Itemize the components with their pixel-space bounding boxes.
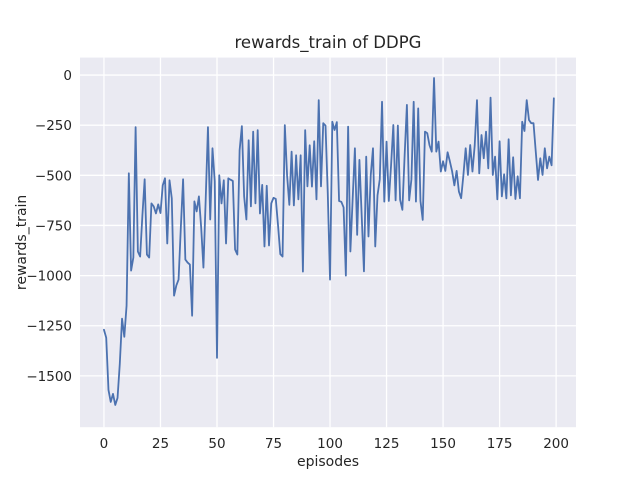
x-tick-label: 200 [543, 436, 569, 452]
y-tick-label: −1250 [26, 319, 72, 335]
x-axis-label: episodes [297, 454, 359, 470]
y-tick-label: −1500 [26, 369, 72, 385]
x-tick-label: 175 [487, 436, 513, 452]
y-tick-labels: 0 −250 −500 −750 −1000 −1250 −1500 [26, 68, 72, 385]
chart-title: rewards_train of DDPG [235, 33, 422, 53]
y-tick-label: −500 [35, 168, 72, 184]
y-tick-label: −1000 [26, 269, 72, 285]
y-tick-label: −250 [35, 118, 72, 134]
x-tick-label: 100 [317, 436, 343, 452]
y-tick-label: 0 [63, 68, 72, 84]
x-tick-label: 75 [265, 436, 282, 452]
x-tick-labels: 0 25 50 75 100 125 150 175 200 [100, 436, 569, 452]
x-tick-label: 125 [374, 436, 400, 452]
y-axis-label: rewards_train [14, 195, 30, 290]
x-tick-label: 50 [208, 436, 225, 452]
x-tick-label: 25 [152, 436, 169, 452]
x-tick-label: 0 [100, 436, 109, 452]
x-tick-label: 150 [430, 436, 456, 452]
plot-area [80, 57, 576, 428]
rewards-line-series [103, 77, 555, 406]
y-tick-label: −750 [35, 218, 72, 234]
